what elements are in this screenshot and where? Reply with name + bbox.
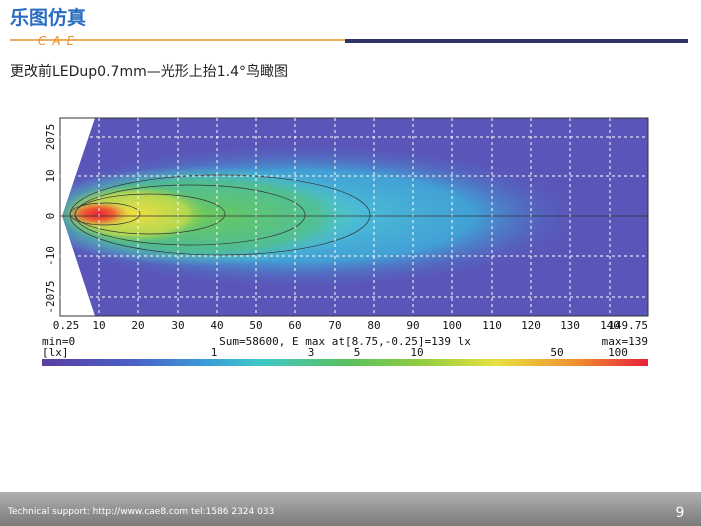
scale-label: 100 — [608, 346, 628, 359]
y-tick-label: -2075 — [44, 280, 57, 313]
scale-label: 1 — [211, 346, 218, 359]
x-tick-label: 110 — [482, 319, 502, 332]
scale-label: 50 — [550, 346, 563, 359]
plot-frame — [59, 117, 649, 317]
x-tick-label: 0.25 — [53, 319, 80, 332]
header-bar — [345, 39, 688, 43]
scale-label: 10 — [410, 346, 423, 359]
x-tick-label: 60 — [288, 319, 301, 332]
logo: 乐图仿真 — [10, 6, 86, 29]
x-tick-label: 149.75 — [608, 319, 648, 332]
heatmap — [60, 118, 648, 316]
slide-title: 更改前LEDup0.7mm—光形上抬1.4°鸟瞰图 — [10, 63, 288, 80]
page-number: 9 — [676, 505, 685, 521]
x-tick-label: 100 — [442, 319, 462, 332]
scale-label: 5 — [354, 346, 361, 359]
x-tick-label: 30 — [171, 319, 184, 332]
max-label: max=139 — [602, 335, 648, 348]
x-tick-label: 80 — [367, 319, 380, 332]
scale-label: 3 — [308, 346, 315, 359]
x-tick-label: 90 — [406, 319, 419, 332]
footer-bar — [0, 492, 701, 526]
y-tick-label: 0 — [44, 213, 57, 220]
color-scale — [42, 359, 648, 366]
info-label: Sum=58600, E max at[8.75,-0.25]=139 lx — [219, 335, 471, 348]
y-tick-label: 2075 — [44, 124, 57, 151]
x-tick-label: 20 — [131, 319, 144, 332]
y-tick-label: -10 — [44, 246, 57, 266]
min-label: min=0 — [42, 335, 75, 348]
x-tick-label: 40 — [210, 319, 223, 332]
footer-support: Technical support: http://www.cae8.com t… — [7, 507, 274, 517]
x-tick-label: 10 — [92, 319, 105, 332]
logo-sub: CAE — [38, 34, 80, 48]
x-tick-label: 140 — [600, 319, 620, 332]
y-tick-label: 10 — [44, 169, 57, 182]
x-tick-label: 120 — [521, 319, 541, 332]
x-tick-label: 50 — [249, 319, 262, 332]
x-tick-label: 70 — [328, 319, 341, 332]
x-tick-label: 130 — [560, 319, 580, 332]
unit-label: [lx] — [42, 346, 69, 359]
